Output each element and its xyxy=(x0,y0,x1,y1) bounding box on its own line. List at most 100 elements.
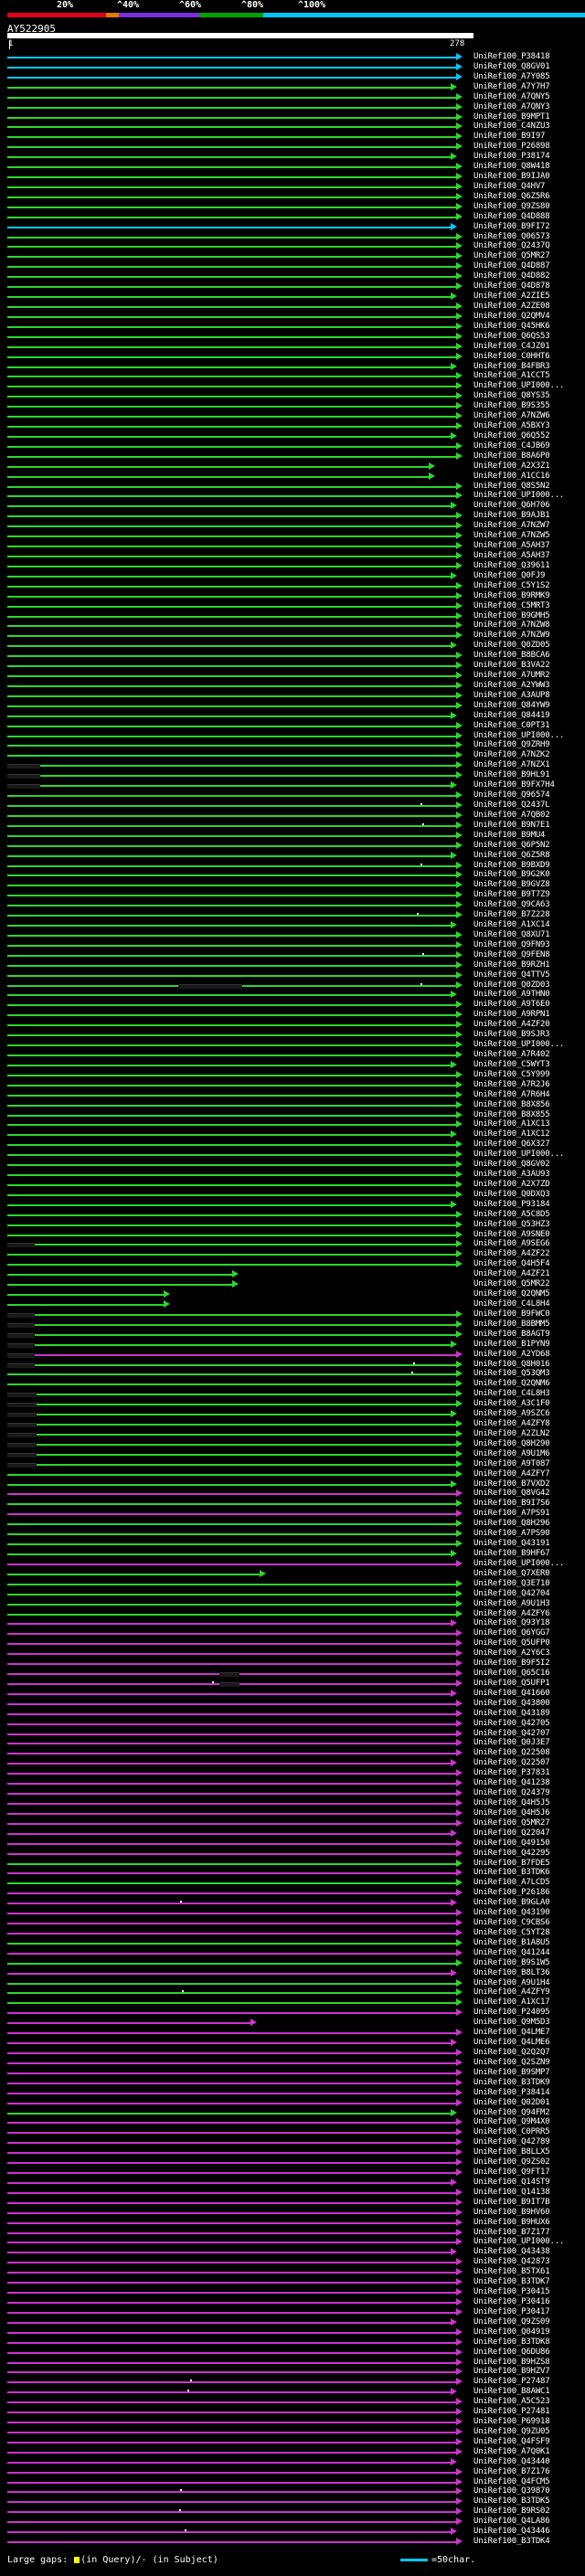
hit-label[interactable]: UniRef100_Q8VG42 xyxy=(473,1489,550,1499)
hit-label[interactable]: UniRef100_A4ZFY6 xyxy=(473,1608,550,1618)
hit-row[interactable]: UniRef100_Q4H5J6 xyxy=(0,1808,585,1818)
hit-label[interactable]: UniRef100_Q0FJ9 xyxy=(473,570,546,580)
hit-row[interactable]: UniRef100_Q8YS35 xyxy=(0,391,585,401)
hit-row[interactable]: UniRef100_Q2SZN9 xyxy=(0,2058,585,2068)
hit-label[interactable]: UniRef100_Q6X327 xyxy=(473,1140,550,1150)
hit-label[interactable]: UniRef100_Q14138 xyxy=(473,2187,550,2197)
hit-label[interactable]: UniRef100_A4ZFY7 xyxy=(473,1468,550,1479)
hit-label[interactable]: UniRef100_C5MRT3 xyxy=(473,600,550,610)
hit-label[interactable]: UniRef100_Q6P5N2 xyxy=(473,840,550,850)
hit-row[interactable]: UniRef100_B3TDK8 xyxy=(0,2337,585,2348)
hit-row[interactable]: UniRef100_A1XC14 xyxy=(0,920,585,930)
hit-label[interactable]: UniRef100_B7VXD2 xyxy=(473,1479,550,1489)
hit-row[interactable]: UniRef100_Q14138 xyxy=(0,2188,585,2198)
hit-row[interactable]: UniRef100_C4JZ01 xyxy=(0,342,585,352)
hit-label[interactable]: UniRef100_B8BMM5 xyxy=(473,1319,550,1329)
hit-row[interactable]: UniRef100_Q4H5F4 xyxy=(0,1259,585,1269)
hit-row[interactable]: UniRef100_Q0FJ9 xyxy=(0,571,585,581)
hit-row[interactable]: UniRef100_A5C8D5 xyxy=(0,1210,585,1220)
hit-label[interactable]: UniRef100_B9FI72 xyxy=(473,221,550,231)
hit-row[interactable]: UniRef100_B8AWC1 xyxy=(0,2387,585,2397)
hit-row[interactable]: UniRef100_A5AH37 xyxy=(0,541,585,551)
hit-label[interactable]: UniRef100_B9T7Z9 xyxy=(473,890,550,900)
hit-label[interactable]: UniRef100_Q2QNM6 xyxy=(473,1379,550,1389)
hit-row[interactable]: UniRef100_Q22508 xyxy=(0,1748,585,1758)
hit-row[interactable]: UniRef100_Q0ZD03 xyxy=(0,981,585,991)
hit-row[interactable]: UniRef100_A7NZW8 xyxy=(0,620,585,631)
hit-row[interactable]: UniRef100_Q41244 xyxy=(0,1948,585,1958)
hit-label[interactable]: UniRef100_Q24379 xyxy=(473,1788,550,1798)
hit-row[interactable]: UniRef100_B9HF67 xyxy=(0,1549,585,1559)
hit-label[interactable]: UniRef100_B9FX7H4 xyxy=(473,780,555,790)
hit-label[interactable]: UniRef100_B1A8U5 xyxy=(473,1937,550,1947)
hit-row[interactable]: UniRef100_Q53QM3 xyxy=(0,1369,585,1379)
hit-label[interactable]: UniRef100_B8LT36 xyxy=(473,1967,550,1977)
hit-row[interactable]: UniRef100_Q9ZS02 xyxy=(0,2157,585,2168)
hit-row[interactable]: UniRef100_B8BMM5 xyxy=(0,1320,585,1330)
hit-row[interactable]: UniRef100_Q9FEN8 xyxy=(0,950,585,960)
hit-label[interactable]: UniRef100_A9THN0 xyxy=(473,990,550,1000)
hit-label[interactable]: UniRef100_UPI000... xyxy=(473,491,565,501)
hit-row[interactable]: UniRef100_P37831 xyxy=(0,1768,585,1778)
hit-row[interactable]: UniRef100_Q6YGG7 xyxy=(0,1628,585,1638)
hit-row[interactable]: UniRef100_B8AGT9 xyxy=(0,1330,585,1340)
hit-label[interactable]: UniRef100_UPI000... xyxy=(473,730,565,740)
hit-label[interactable]: UniRef100_A7QNY5 xyxy=(473,91,550,101)
hit-label[interactable]: UniRef100_Q8GV01 xyxy=(473,61,550,71)
hit-label[interactable]: UniRef100_B9SMP7 xyxy=(473,2067,550,2077)
hit-row[interactable]: UniRef100_Q8S5N2 xyxy=(0,482,585,492)
hit-row[interactable]: UniRef100_C0HHT6 xyxy=(0,352,585,362)
hit-label[interactable]: UniRef100_Q96574 xyxy=(473,790,550,800)
hit-row[interactable]: UniRef100_B9HZV7 xyxy=(0,2367,585,2377)
hit-row[interactable]: UniRef100_P26186 xyxy=(0,1888,585,1898)
hit-label[interactable]: UniRef100_P26186 xyxy=(473,1888,550,1898)
hit-row[interactable]: UniRef100_A7Y085 xyxy=(0,72,585,82)
hit-label[interactable]: UniRef100_Q02D01 xyxy=(473,2097,550,2107)
hit-label[interactable]: UniRef100_A2X3Z1 xyxy=(473,461,550,471)
hit-row[interactable]: UniRef100_Q42789 xyxy=(0,2137,585,2147)
hit-row[interactable]: UniRef100_Q94FM2 xyxy=(0,2108,585,2118)
hit-label[interactable]: UniRef100_Q6H706 xyxy=(473,501,550,511)
hit-row[interactable]: UniRef100_Q5MR27 xyxy=(0,251,585,261)
hit-row[interactable]: UniRef100_Q4H5J5 xyxy=(0,1798,585,1808)
hit-label[interactable]: UniRef100_A5AH37 xyxy=(473,551,550,560)
hit-label[interactable]: UniRef100_Q06573 xyxy=(473,231,550,241)
hit-label[interactable]: UniRef100_B9I7S6 xyxy=(473,1499,550,1509)
hit-row[interactable]: UniRef100_B9HV60 xyxy=(0,2208,585,2218)
hit-label[interactable]: UniRef100_Q8GV02 xyxy=(473,1160,550,1170)
hit-row[interactable]: UniRef100_Q6Z5R8 xyxy=(0,851,585,861)
hit-row[interactable]: UniRef100_UPI000... xyxy=(0,1040,585,1050)
hit-row[interactable]: UniRef100_A7NZX1 xyxy=(0,760,585,770)
hit-row[interactable]: UniRef100_B9FWC0 xyxy=(0,1309,585,1320)
hit-label[interactable]: UniRef100_B9HL91 xyxy=(473,770,550,780)
hit-row[interactable]: UniRef100_A2ZIE5 xyxy=(0,292,585,302)
hit-label[interactable]: UniRef100_Q53HZ3 xyxy=(473,1219,550,1229)
hit-row[interactable]: UniRef100_P69918 xyxy=(0,2417,585,2427)
hit-label[interactable]: UniRef100_A5BXY3 xyxy=(473,421,550,431)
hit-label[interactable]: UniRef100_Q8H016 xyxy=(473,1359,550,1369)
hit-label[interactable]: UniRef100_Q4TTV5 xyxy=(473,970,550,980)
hit-label[interactable]: UniRef100_Q22047 xyxy=(473,1828,550,1838)
hit-label[interactable]: UniRef100_C5WYT3 xyxy=(473,1059,550,1069)
hit-label[interactable]: UniRef100_P27487 xyxy=(473,2377,550,2387)
hit-row[interactable]: UniRef100_A9RPN1 xyxy=(0,1010,585,1020)
hit-row[interactable]: UniRef100_A7NZK2 xyxy=(0,750,585,760)
hit-row[interactable]: UniRef100_A7PS91 xyxy=(0,1509,585,1519)
hit-label[interactable]: UniRef100_Q43440 xyxy=(473,2456,550,2466)
hit-label[interactable]: UniRef100_A7UMR2 xyxy=(473,671,550,681)
hit-label[interactable]: UniRef100_A7NZW6 xyxy=(473,411,550,421)
hit-row[interactable]: UniRef100_Q2QNM6 xyxy=(0,1379,585,1389)
hit-row[interactable]: UniRef100_P93184 xyxy=(0,1200,585,1210)
hit-label[interactable]: UniRef100_B9GVZ8 xyxy=(473,880,550,890)
hit-row[interactable]: UniRef100_A4ZFY9 xyxy=(0,1988,585,1998)
hit-label[interactable]: UniRef100_A7Q0K1 xyxy=(473,2446,550,2456)
hit-label[interactable]: UniRef100_A5AH37 xyxy=(473,541,550,551)
hit-label[interactable]: UniRef100_A9U1H4 xyxy=(473,1977,550,1988)
hit-label[interactable]: UniRef100_P93184 xyxy=(473,1199,550,1209)
hit-row[interactable]: UniRef100_Q5MR22 xyxy=(0,1279,585,1289)
hit-row[interactable]: UniRef100_P26898 xyxy=(0,142,585,152)
hit-label[interactable]: UniRef100_A2X7ZD xyxy=(473,1179,550,1189)
hit-row[interactable]: UniRef100_A7Q0K1 xyxy=(0,2447,585,2457)
hit-label[interactable]: UniRef100_B9GMH5 xyxy=(473,610,550,620)
hit-label[interactable]: UniRef100_A9SZC6 xyxy=(473,1409,550,1419)
